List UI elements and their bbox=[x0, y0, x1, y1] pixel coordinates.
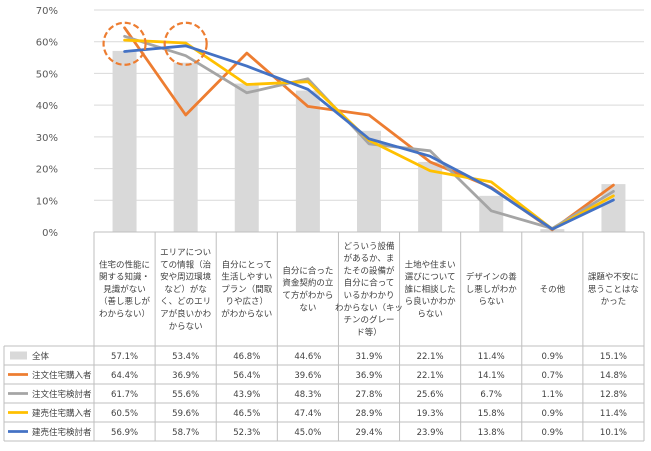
legend-label: 注文住宅購入者 bbox=[32, 370, 92, 381]
table-cell-value: 15.8% bbox=[478, 409, 505, 419]
table-cell-value: 31.9% bbox=[355, 352, 382, 362]
y-tick-label: 60% bbox=[36, 38, 58, 49]
table-cell-value: 36.9% bbox=[172, 371, 199, 381]
table-cell-value: 13.8% bbox=[478, 428, 505, 438]
table-cell-value: 46.5% bbox=[233, 409, 260, 419]
table-cell-value: 59.6% bbox=[172, 409, 199, 419]
table-cell-value: 60.5% bbox=[111, 409, 138, 419]
table-cell-value: 12.8% bbox=[600, 390, 627, 400]
legend-label: 全体 bbox=[32, 351, 50, 362]
y-axis-ticks: 0% 10% 20% 30% 40% 50% 60% 70% bbox=[36, 6, 58, 239]
category-label: デザインの善し悪しがわからない bbox=[466, 272, 518, 308]
table-cell-value: 14.1% bbox=[478, 371, 505, 381]
y-tick-label: 40% bbox=[36, 101, 58, 112]
y-tick-label: 10% bbox=[36, 196, 58, 207]
y-tick-label: 20% bbox=[36, 165, 58, 176]
legend-key bbox=[10, 351, 27, 360]
table-cell-value: 0.9% bbox=[542, 428, 564, 438]
y-tick-label: 50% bbox=[36, 69, 58, 80]
legend-label: 注文住宅検討者 bbox=[32, 389, 92, 400]
table-cell-value: 43.9% bbox=[233, 390, 260, 400]
table-cell-value: 14.8% bbox=[600, 371, 627, 381]
bar bbox=[234, 83, 259, 232]
table-cell-value: 23.9% bbox=[417, 428, 444, 438]
table-cell-value: 64.4% bbox=[111, 371, 138, 381]
table-cell-value: 0.9% bbox=[542, 409, 564, 419]
table-cell-value: 28.9% bbox=[355, 409, 382, 419]
category-label: 土地や住まい選びについて誰に相談したら良いかわからない bbox=[405, 259, 457, 319]
series-line bbox=[123, 44, 615, 231]
category-label: エリアについての情報（治安や周辺環境など）がなく、どのエリアが良いかわからない bbox=[160, 248, 212, 332]
category-label: 課題や不安に思うことはなかった bbox=[588, 272, 639, 308]
table-cell-value: 44.6% bbox=[294, 352, 321, 362]
y-tick-label: 30% bbox=[36, 133, 58, 144]
table-cell-value: 19.3% bbox=[417, 409, 444, 419]
series-lines bbox=[123, 26, 615, 232]
table-cell-value: 22.1% bbox=[417, 371, 444, 381]
category-label: どういう設備があるか、またその設備が自分に合っているかわかりわからない（キッチン… bbox=[335, 241, 403, 338]
table-cell-value: 15.1% bbox=[600, 352, 627, 362]
legend-label: 建売住宅購入者 bbox=[32, 408, 92, 419]
table-cell-value: 22.1% bbox=[417, 352, 444, 362]
category-label: 住宅の性能に関する知識・見識がない（善し悪しがわからない） bbox=[99, 259, 151, 319]
table-cell-value: 56.4% bbox=[233, 371, 260, 381]
highlight-circles bbox=[102, 21, 208, 66]
bars bbox=[112, 50, 626, 232]
table-cell-value: 55.6% bbox=[172, 390, 199, 400]
table-cell-value: 0.7% bbox=[542, 371, 564, 381]
bar bbox=[295, 90, 320, 232]
table-cell-value: 47.4% bbox=[294, 409, 321, 419]
highlight-circle bbox=[102, 21, 147, 66]
table-cell-value: 27.8% bbox=[355, 390, 382, 400]
category-label: 自分にとって生活しやすいプラン（間取りや広さ）がわからない bbox=[221, 259, 273, 319]
table-cell-value: 0.9% bbox=[542, 352, 564, 362]
table-cell-value: 52.3% bbox=[233, 428, 260, 438]
table-cell-value: 11.4% bbox=[478, 352, 505, 362]
table-cell-value: 46.8% bbox=[233, 352, 260, 362]
table-cell-value: 56.9% bbox=[111, 428, 138, 438]
table-cell-value: 1.1% bbox=[542, 390, 564, 400]
y-tick-label: 70% bbox=[36, 6, 58, 17]
table-cell-value: 29.4% bbox=[355, 428, 382, 438]
table-cell-value: 36.9% bbox=[355, 371, 382, 381]
table-cell-value: 6.7% bbox=[480, 390, 502, 400]
table-cell-value: 48.3% bbox=[294, 390, 321, 400]
table-cell-value: 58.7% bbox=[172, 428, 199, 438]
bar bbox=[357, 130, 381, 232]
bar bbox=[112, 50, 137, 232]
series-line bbox=[123, 34, 615, 230]
table-cell-value: 45.0% bbox=[294, 428, 321, 438]
table-cell-value: 11.4% bbox=[600, 409, 627, 419]
table-cell-value: 25.6% bbox=[417, 390, 444, 400]
bar bbox=[173, 62, 198, 232]
y-tick-label: 0% bbox=[42, 228, 58, 239]
category-label: その他 bbox=[540, 284, 566, 295]
data-table: 住宅の性能に関する知識・見識がない（善し悪しがわからない）エリアについての情報（… bbox=[3, 231, 645, 442]
highlight-circle bbox=[163, 21, 208, 66]
table-cell-value: 53.4% bbox=[172, 352, 199, 362]
table-cell-value: 10.1% bbox=[600, 428, 627, 438]
series-line bbox=[123, 38, 615, 231]
category-label: 自分に合った資金契約の立て方がわからない bbox=[282, 265, 334, 313]
table-cell-value: 61.7% bbox=[111, 390, 138, 400]
table-cell-value: 57.1% bbox=[111, 352, 138, 362]
legend-label: 建売住宅検討者 bbox=[32, 427, 92, 438]
table-cell-value: 39.6% bbox=[294, 371, 321, 381]
